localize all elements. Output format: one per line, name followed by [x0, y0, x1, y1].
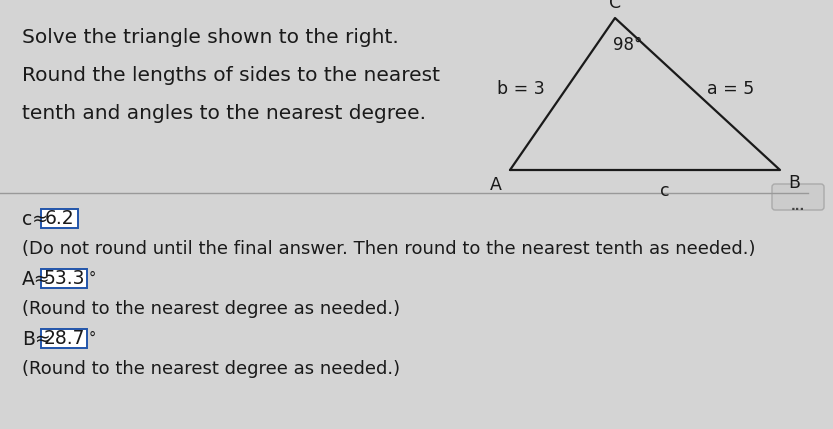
Text: (Do not round until the final answer. Then round to the nearest tenth as needed.: (Do not round until the final answer. Th… [22, 240, 756, 258]
Text: 98°: 98° [613, 36, 642, 54]
Text: Solve the triangle shown to the right.: Solve the triangle shown to the right. [22, 28, 399, 47]
Text: °: ° [89, 331, 96, 346]
Text: a = 5: a = 5 [707, 80, 755, 98]
Text: tenth and angles to the nearest degree.: tenth and angles to the nearest degree. [22, 104, 426, 123]
Text: A: A [490, 176, 502, 194]
Text: 28.7: 28.7 [43, 329, 85, 348]
FancyBboxPatch shape [772, 184, 824, 210]
Text: Round the lengths of sides to the nearest: Round the lengths of sides to the neares… [22, 66, 440, 85]
Text: B≈: B≈ [22, 330, 51, 349]
Text: °: ° [89, 271, 96, 286]
Bar [42, 209, 78, 228]
Text: ...: ... [791, 199, 806, 212]
Bar [42, 269, 87, 288]
Text: B: B [788, 174, 800, 192]
Text: (Round to the nearest degree as needed.): (Round to the nearest degree as needed.) [22, 300, 400, 318]
Text: 53.3: 53.3 [43, 269, 85, 288]
Text: C: C [609, 0, 621, 12]
Text: (Round to the nearest degree as needed.): (Round to the nearest degree as needed.) [22, 360, 400, 378]
Bar [42, 329, 87, 348]
Text: A≈: A≈ [22, 270, 51, 289]
Text: b = 3: b = 3 [496, 80, 545, 98]
Text: 6.2: 6.2 [45, 209, 75, 228]
Text: c≈: c≈ [22, 210, 48, 229]
Text: c: c [661, 182, 670, 200]
